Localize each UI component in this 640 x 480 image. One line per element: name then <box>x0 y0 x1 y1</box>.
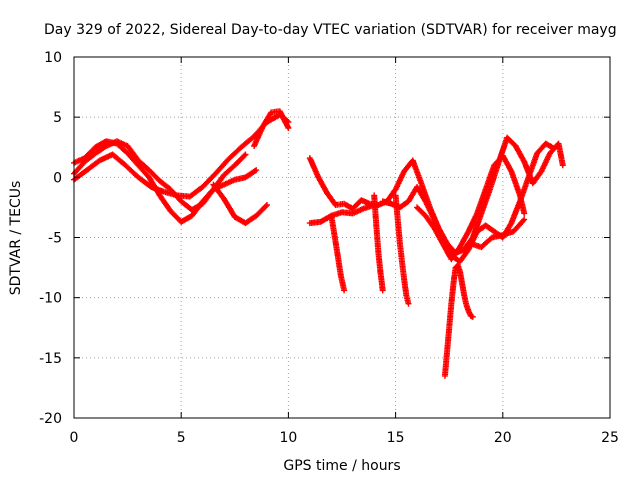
x-tick-label: 15 <box>387 430 405 446</box>
data-series <box>414 152 528 263</box>
y-tick-label: -20 <box>39 411 62 427</box>
data-point-markers <box>441 262 476 379</box>
axes: 0 5 10 15 20 25 -20 -15 -10 -5 0 5 10 <box>39 50 619 446</box>
data-point-markers <box>71 111 292 200</box>
data-series <box>392 192 412 307</box>
grid <box>74 57 610 418</box>
data-point-markers <box>251 108 292 149</box>
chart-title: Day 329 of 2022, Sidereal Day-to-day VTE… <box>44 22 617 38</box>
y-axis-label: SDTVAR / TECUs <box>8 181 24 296</box>
x-tick-label: 0 <box>70 430 79 446</box>
data-series <box>306 155 382 212</box>
data-series <box>71 111 292 200</box>
data-series <box>379 140 558 265</box>
y-tick-label: -10 <box>39 291 62 307</box>
y-tick-label: 5 <box>53 110 62 126</box>
x-tick-label: 25 <box>601 430 619 446</box>
data-series <box>441 262 476 379</box>
data-series <box>306 202 378 227</box>
data-series <box>71 138 249 213</box>
data-series <box>371 192 386 294</box>
x-tick-label: 5 <box>177 430 186 446</box>
data-series <box>328 212 348 294</box>
y-tick-label: -5 <box>48 231 62 247</box>
data-series <box>210 181 270 227</box>
y-tick-label: 0 <box>53 170 62 186</box>
data-series <box>467 216 528 251</box>
data-point-markers <box>71 138 249 213</box>
y-tick-label: -15 <box>39 351 62 367</box>
data-point-markers <box>328 212 348 294</box>
data-point-markers <box>467 216 528 251</box>
data-point-markers <box>379 140 558 265</box>
data-point-markers <box>414 152 528 263</box>
plot-area <box>71 108 566 379</box>
data-point-markers <box>306 202 378 227</box>
data-point-markers <box>210 181 270 227</box>
data-point-markers <box>371 192 386 294</box>
x-axis-label: GPS time / hours <box>283 458 400 474</box>
x-tick-label: 20 <box>494 430 512 446</box>
y-tick-label: 10 <box>44 50 62 66</box>
data-point-markers <box>306 155 382 212</box>
data-point-markers <box>392 192 412 307</box>
x-tick-label: 10 <box>279 430 297 446</box>
data-series <box>251 108 292 149</box>
